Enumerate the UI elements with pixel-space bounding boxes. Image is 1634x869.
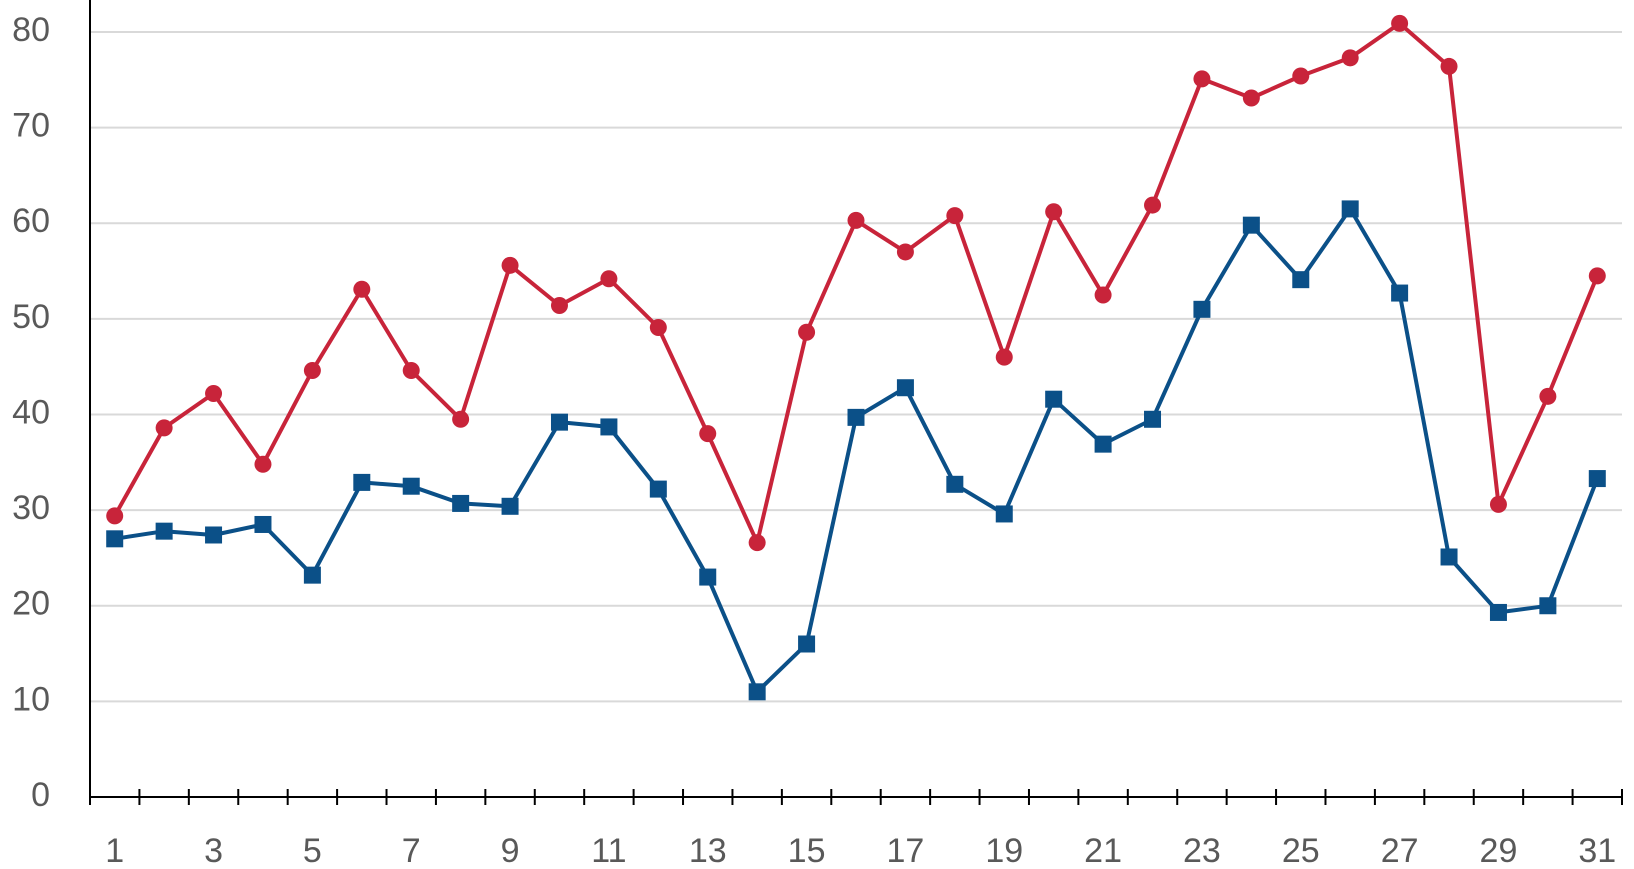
x-tick-label: 21 xyxy=(1084,832,1122,869)
marker xyxy=(1193,300,1211,318)
marker xyxy=(303,566,321,584)
y-tick-label: 80 xyxy=(12,11,50,49)
marker xyxy=(550,413,568,431)
marker xyxy=(1094,286,1112,304)
marker xyxy=(1292,67,1310,85)
marker xyxy=(1193,70,1211,88)
x-tick-label: 1 xyxy=(105,832,124,869)
y-tick-label: 0 xyxy=(31,776,50,814)
marker xyxy=(1094,435,1112,453)
marker xyxy=(1144,410,1162,428)
marker xyxy=(649,318,667,336)
marker xyxy=(946,475,964,493)
marker xyxy=(303,362,321,380)
marker xyxy=(1489,495,1507,513)
marker xyxy=(1045,390,1063,408)
marker xyxy=(1489,603,1507,621)
x-tick-label: 3 xyxy=(204,832,223,869)
marker xyxy=(699,568,717,586)
marker xyxy=(353,280,371,298)
marker xyxy=(600,270,618,288)
x-tick-label: 25 xyxy=(1282,832,1320,869)
x-tick-label: 19 xyxy=(985,832,1023,869)
marker xyxy=(550,296,568,314)
x-tick-label: 7 xyxy=(402,832,421,869)
marker xyxy=(452,494,470,512)
marker xyxy=(1588,470,1606,488)
y-tick-label: 10 xyxy=(12,680,50,718)
marker xyxy=(1242,216,1260,234)
marker xyxy=(847,211,865,229)
marker xyxy=(1341,200,1359,218)
marker xyxy=(1440,548,1458,566)
x-tick-label: 17 xyxy=(887,832,925,869)
marker xyxy=(699,425,717,443)
marker xyxy=(205,526,223,544)
marker xyxy=(847,408,865,426)
marker xyxy=(205,384,223,402)
marker xyxy=(501,497,519,515)
marker xyxy=(402,477,420,495)
marker xyxy=(995,505,1013,523)
marker xyxy=(1588,267,1606,285)
marker xyxy=(1045,203,1063,221)
marker xyxy=(1440,57,1458,75)
marker xyxy=(254,455,272,473)
marker xyxy=(600,418,618,436)
marker xyxy=(353,473,371,491)
x-tick-label: 31 xyxy=(1578,832,1616,869)
marker xyxy=(452,410,470,428)
x-tick-label: 11 xyxy=(591,832,626,869)
marker xyxy=(1242,89,1260,107)
y-tick-label: 20 xyxy=(12,585,50,623)
y-tick-label: 50 xyxy=(12,298,50,336)
marker xyxy=(1292,271,1310,289)
marker xyxy=(1144,196,1162,214)
marker xyxy=(1341,49,1359,67)
marker xyxy=(798,323,816,341)
series-line xyxy=(114,206,1600,694)
x-tick-label: 23 xyxy=(1183,832,1221,869)
marker xyxy=(748,683,766,701)
y-tick-label: 30 xyxy=(12,489,50,527)
marker xyxy=(1539,387,1557,405)
marker xyxy=(798,635,816,653)
marker xyxy=(896,243,914,261)
marker xyxy=(1391,14,1409,32)
marker xyxy=(106,530,124,548)
marker xyxy=(402,362,420,380)
marker xyxy=(995,348,1013,366)
marker xyxy=(649,480,667,498)
x-tick-label: 9 xyxy=(501,832,520,869)
y-tick-label: 70 xyxy=(12,107,50,145)
marker xyxy=(946,207,964,225)
marker xyxy=(501,256,519,274)
x-tick-label: 5 xyxy=(303,832,322,869)
marker xyxy=(748,534,766,552)
x-tick-label: 13 xyxy=(689,832,727,869)
marker xyxy=(254,515,272,533)
series-line xyxy=(112,21,1600,545)
x-tick-label: 29 xyxy=(1480,832,1518,869)
x-tick-label: 27 xyxy=(1381,832,1419,869)
marker xyxy=(155,522,173,540)
marker xyxy=(1539,597,1557,615)
y-tick-label: 40 xyxy=(12,393,50,431)
y-tick-label: 60 xyxy=(12,202,50,240)
x-tick-label: 15 xyxy=(788,832,826,869)
marker xyxy=(1391,284,1409,302)
marker xyxy=(106,507,124,525)
marker xyxy=(155,419,173,437)
marker xyxy=(896,379,914,397)
